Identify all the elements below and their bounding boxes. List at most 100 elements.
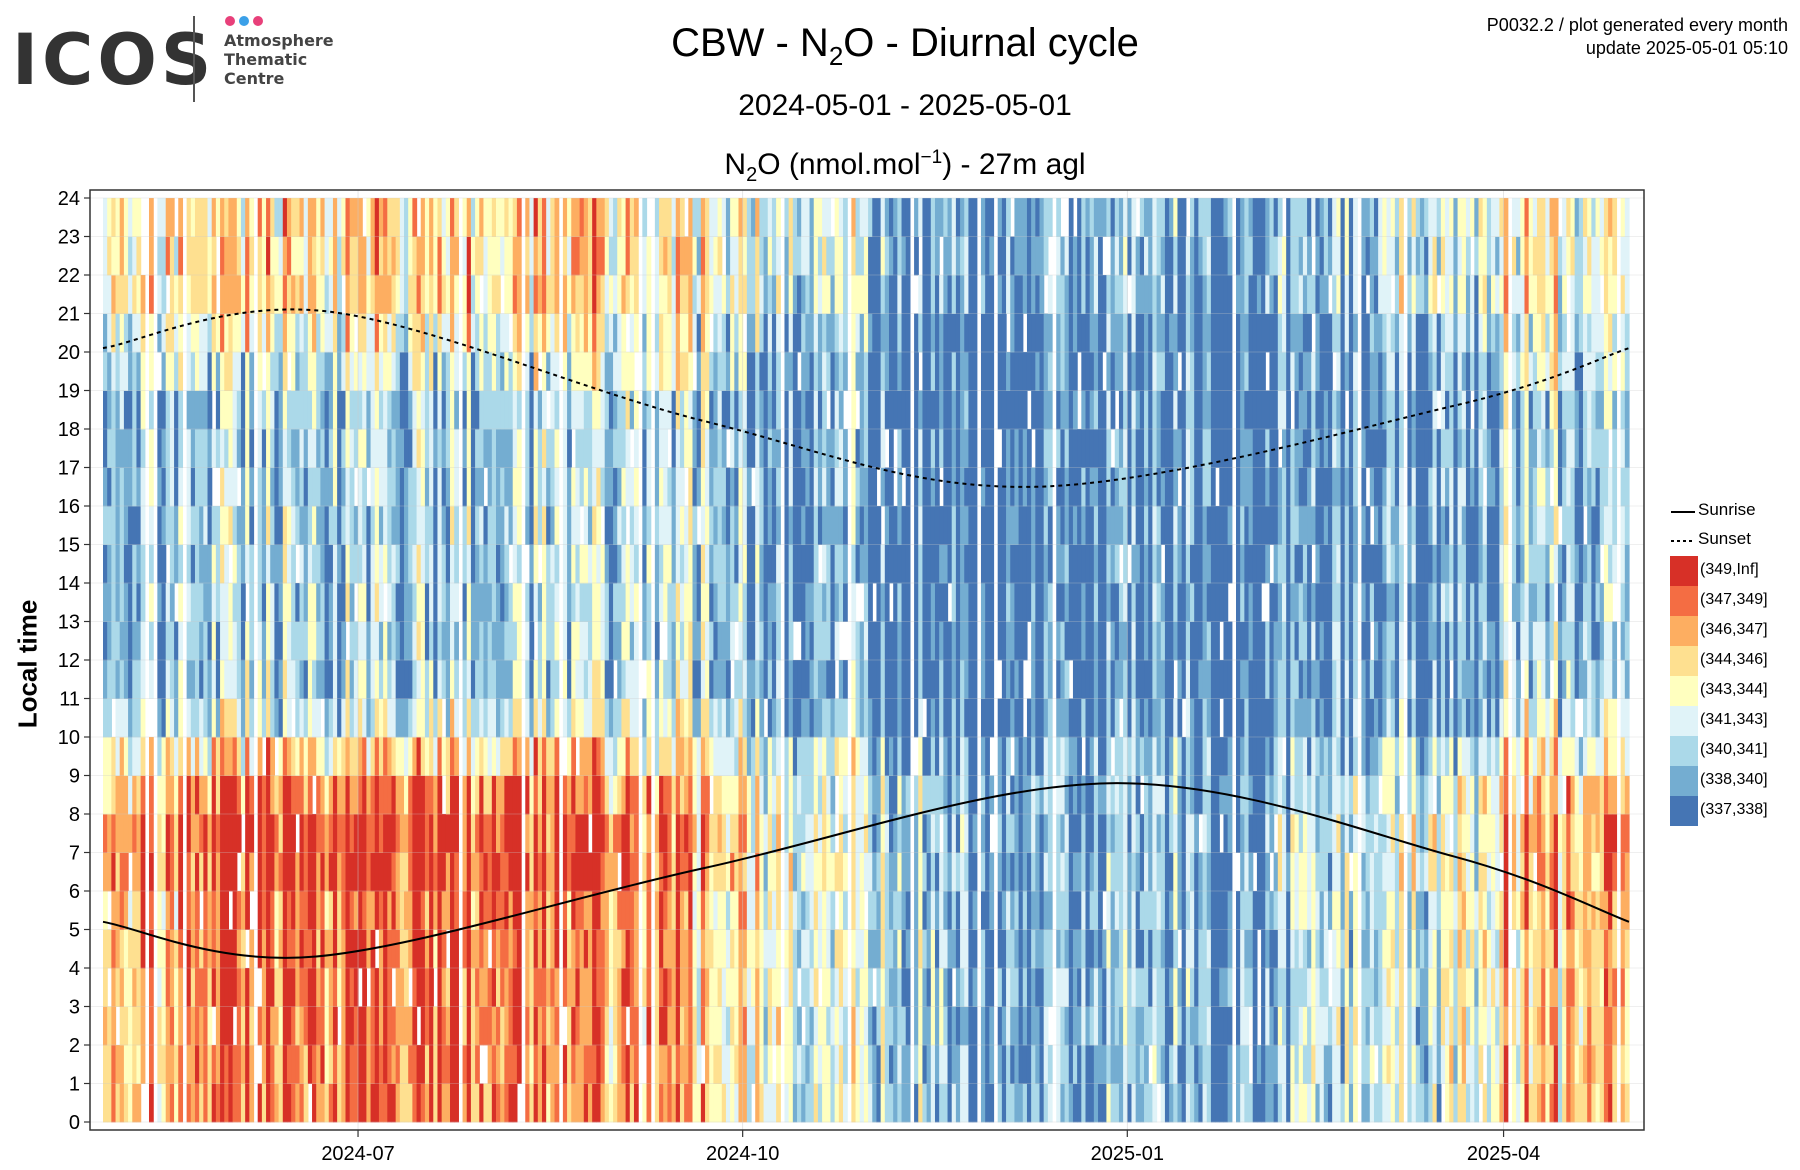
heatmap-cell xyxy=(316,814,321,853)
heatmap-cell xyxy=(918,814,924,853)
heatmap-cell xyxy=(872,814,878,853)
heatmap-cell xyxy=(592,1045,597,1084)
heatmap-cell xyxy=(424,467,430,507)
heatmap-cell xyxy=(516,737,522,776)
heatmap-cell xyxy=(746,1083,752,1123)
heatmap-cell xyxy=(888,1083,894,1123)
heatmap-cell xyxy=(487,775,493,815)
heatmap-cell xyxy=(429,390,434,430)
heatmap-cell xyxy=(257,814,263,853)
heatmap-cell xyxy=(299,1083,305,1123)
heatmap-cell xyxy=(140,621,146,661)
heatmap-cell xyxy=(249,814,255,853)
heatmap-cell xyxy=(1001,429,1007,468)
heatmap-cell xyxy=(955,352,961,391)
heatmap-cell xyxy=(261,429,267,468)
heatmap-cell xyxy=(897,1006,903,1046)
heatmap-cell xyxy=(613,429,618,468)
heatmap-cell xyxy=(596,352,602,391)
heatmap-cell xyxy=(876,1083,882,1123)
heatmap-cell xyxy=(496,313,501,353)
heatmap-cell xyxy=(479,621,485,661)
heatmap-cell xyxy=(1026,583,1032,622)
heatmap-cell xyxy=(705,1045,710,1084)
heatmap-cell xyxy=(688,968,694,1007)
heatmap-cell xyxy=(972,814,978,853)
heatmap-cell xyxy=(416,1045,422,1084)
heatmap-cell xyxy=(567,621,572,661)
heatmap-cell xyxy=(370,775,376,815)
heatmap-cell xyxy=(554,198,560,237)
heatmap-cell xyxy=(838,929,844,969)
heatmap-cell xyxy=(813,1045,819,1084)
heatmap-cell xyxy=(797,583,802,622)
heatmap-cell xyxy=(679,968,685,1007)
heatmap-cell xyxy=(667,698,673,738)
heatmap-cell xyxy=(115,775,121,815)
heatmap-cell xyxy=(500,583,505,622)
heatmap-cell xyxy=(366,313,372,353)
heatmap-cell xyxy=(186,775,192,815)
heatmap-cell xyxy=(679,313,685,353)
heatmap-cell xyxy=(140,429,146,468)
heatmap-cell xyxy=(801,621,806,661)
heatmap-cell xyxy=(504,198,510,237)
heatmap-cell xyxy=(692,583,698,622)
heatmap-cell xyxy=(776,968,781,1007)
heatmap-cell xyxy=(579,544,585,584)
heatmap-cell xyxy=(989,621,995,661)
heatmap-cell xyxy=(705,544,710,584)
heatmap-cell xyxy=(136,198,142,237)
heatmap-cell xyxy=(358,852,363,892)
heatmap-cell xyxy=(383,621,388,661)
heatmap-cell xyxy=(1018,429,1024,468)
heatmap-cell xyxy=(1031,929,1036,969)
heatmap-cell xyxy=(742,275,748,314)
heatmap-cell xyxy=(721,544,727,584)
heatmap-cell xyxy=(771,1083,777,1123)
heatmap-cell xyxy=(968,583,974,622)
heatmap-cell xyxy=(487,1083,493,1123)
heatmap-cell xyxy=(980,275,986,314)
heatmap-cell xyxy=(771,660,777,699)
heatmap-cell xyxy=(776,313,781,353)
heatmap-cell xyxy=(550,1045,556,1084)
heatmap-cell xyxy=(579,236,585,276)
heatmap-cell xyxy=(822,698,827,738)
heatmap-cell xyxy=(395,737,401,776)
heatmap-cell xyxy=(194,390,200,430)
heatmap-cell xyxy=(274,352,280,391)
heatmap-cell xyxy=(190,236,196,276)
heatmap-cell xyxy=(257,236,263,276)
heatmap-cell xyxy=(303,698,309,738)
heatmap-cell xyxy=(1022,968,1028,1007)
heatmap-cell xyxy=(771,852,777,892)
heatmap-cell xyxy=(404,852,409,892)
heatmap-cell xyxy=(709,275,714,314)
heatmap-cell xyxy=(696,852,702,892)
heatmap-cell xyxy=(286,544,292,584)
heatmap-cell xyxy=(859,352,865,391)
heatmap-cell xyxy=(307,891,313,930)
heatmap-cell xyxy=(834,1045,840,1084)
heatmap-cell xyxy=(299,1006,305,1046)
heatmap-cell xyxy=(717,467,723,507)
heatmap-cell xyxy=(236,814,242,853)
heatmap-cell xyxy=(838,698,844,738)
heatmap-cell xyxy=(341,544,347,584)
heatmap-cell xyxy=(855,544,861,584)
heatmap-cell xyxy=(136,929,142,969)
heatmap-cell xyxy=(240,737,246,776)
heatmap-cell xyxy=(487,313,493,353)
heatmap-cell xyxy=(224,737,230,776)
heatmap-cell xyxy=(888,506,894,545)
heatmap-cell xyxy=(383,467,388,507)
heatmap-cell xyxy=(1001,737,1007,776)
heatmap-cell xyxy=(303,775,309,815)
heatmap-cell xyxy=(659,467,664,507)
heatmap-cell xyxy=(500,621,505,661)
heatmap-cell xyxy=(128,467,133,507)
heatmap-cell xyxy=(299,621,305,661)
heatmap-cell xyxy=(240,775,246,815)
heatmap-cell xyxy=(345,929,351,969)
